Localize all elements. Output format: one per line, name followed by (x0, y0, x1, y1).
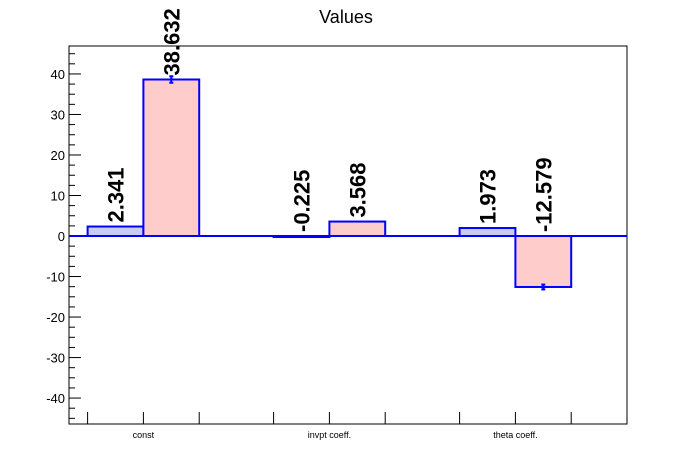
y-tick-label: 10 (51, 188, 65, 203)
plot-frame (68, 45, 628, 425)
y-tick-label: -40 (46, 391, 65, 406)
y-tick-label: 20 (51, 148, 65, 163)
x-tick-label: invpt coeff. (308, 430, 351, 440)
x-tick-label: theta coeff. (493, 430, 537, 440)
bar-0-0 (86, 225, 145, 238)
bar-1-1 (328, 220, 387, 238)
plot-area: -40 -30 -20 -10 0 10 20 30 40 const invpt coeff. th… (46, 8, 628, 440)
value-label: -0.225 (290, 170, 315, 232)
y-tick-label: 0 (58, 229, 65, 244)
value-label: 1.973 (476, 169, 501, 224)
value-label: 38.632 (159, 8, 184, 75)
value-label: -12.579 (531, 157, 556, 232)
y-tick-label: -20 (46, 310, 65, 325)
y-tick-label: 40 (51, 67, 65, 82)
chart-title: Values (319, 7, 373, 27)
bar-1-2 (514, 235, 573, 288)
y-tick-label: -30 (46, 351, 65, 366)
value-label: 3.568 (345, 162, 370, 217)
value-label: 2.341 (104, 167, 129, 222)
bar-0-2 (458, 227, 517, 238)
x-tick-label: const (133, 430, 155, 440)
y-tick-label: -10 (46, 270, 65, 285)
y-tick-label: 30 (51, 107, 65, 122)
bar-1-0 (142, 78, 201, 238)
